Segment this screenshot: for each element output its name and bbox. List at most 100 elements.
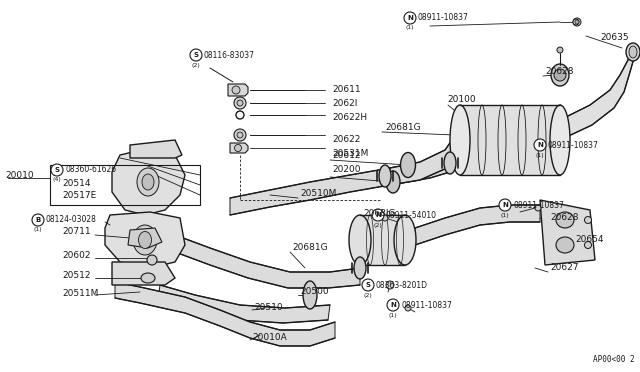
Circle shape bbox=[190, 49, 202, 61]
Circle shape bbox=[573, 19, 579, 25]
Polygon shape bbox=[112, 262, 175, 285]
Text: (4): (4) bbox=[52, 177, 61, 183]
Polygon shape bbox=[540, 200, 595, 265]
Text: 20511M: 20511M bbox=[62, 289, 99, 298]
Ellipse shape bbox=[450, 105, 470, 175]
Polygon shape bbox=[128, 228, 162, 248]
Text: (2): (2) bbox=[374, 222, 382, 228]
Text: 08911-10837: 08911-10837 bbox=[548, 141, 599, 150]
Circle shape bbox=[382, 215, 388, 221]
Text: 20517E: 20517E bbox=[62, 190, 96, 199]
Text: N: N bbox=[375, 212, 381, 218]
Ellipse shape bbox=[394, 215, 416, 265]
Text: 20627: 20627 bbox=[550, 263, 579, 273]
Polygon shape bbox=[158, 285, 330, 323]
Text: 20010: 20010 bbox=[5, 170, 34, 180]
Text: N: N bbox=[502, 202, 508, 208]
Text: 20622: 20622 bbox=[332, 135, 360, 144]
Ellipse shape bbox=[386, 171, 400, 193]
Text: 2062I: 2062I bbox=[332, 99, 357, 109]
Polygon shape bbox=[105, 212, 185, 268]
Text: (1): (1) bbox=[536, 153, 544, 157]
Bar bbox=[50, 165, 200, 205]
Ellipse shape bbox=[629, 46, 637, 58]
Text: 20681G: 20681G bbox=[292, 244, 328, 253]
Text: 20628: 20628 bbox=[545, 67, 573, 76]
Ellipse shape bbox=[556, 212, 574, 228]
Ellipse shape bbox=[137, 168, 159, 196]
Text: 20510M: 20510M bbox=[300, 189, 337, 198]
Polygon shape bbox=[115, 282, 335, 346]
Text: 20711: 20711 bbox=[62, 228, 91, 237]
Text: 20100: 20100 bbox=[447, 96, 476, 105]
Circle shape bbox=[584, 241, 591, 248]
Circle shape bbox=[147, 255, 157, 265]
Text: 20628: 20628 bbox=[550, 214, 579, 222]
Circle shape bbox=[405, 305, 411, 311]
Polygon shape bbox=[390, 140, 452, 185]
Ellipse shape bbox=[444, 152, 456, 174]
Text: 20514: 20514 bbox=[62, 179, 90, 187]
Text: (1): (1) bbox=[388, 312, 397, 317]
Circle shape bbox=[386, 281, 394, 289]
Ellipse shape bbox=[551, 64, 569, 86]
Text: 20602: 20602 bbox=[62, 251, 90, 260]
Ellipse shape bbox=[232, 86, 240, 94]
Polygon shape bbox=[175, 235, 360, 288]
Ellipse shape bbox=[234, 144, 241, 151]
Circle shape bbox=[499, 199, 511, 211]
Ellipse shape bbox=[234, 129, 246, 141]
Ellipse shape bbox=[379, 165, 391, 187]
Ellipse shape bbox=[550, 105, 570, 175]
Polygon shape bbox=[112, 148, 185, 215]
Text: 20622H: 20622H bbox=[332, 112, 367, 122]
Ellipse shape bbox=[234, 97, 246, 109]
Text: 08363-8201D: 08363-8201D bbox=[376, 280, 428, 289]
Circle shape bbox=[51, 164, 63, 176]
Circle shape bbox=[573, 18, 581, 26]
Text: 20681G: 20681G bbox=[385, 122, 420, 131]
Ellipse shape bbox=[626, 43, 640, 61]
Ellipse shape bbox=[142, 174, 154, 190]
Text: B: B bbox=[35, 217, 40, 223]
Text: (1): (1) bbox=[406, 26, 414, 31]
Text: N: N bbox=[407, 15, 413, 21]
Text: (1): (1) bbox=[34, 228, 42, 232]
Circle shape bbox=[372, 209, 384, 221]
Ellipse shape bbox=[237, 100, 243, 106]
Ellipse shape bbox=[556, 237, 574, 253]
Text: (2): (2) bbox=[364, 292, 372, 298]
Text: S: S bbox=[365, 282, 371, 288]
Text: 20500: 20500 bbox=[300, 288, 328, 296]
Ellipse shape bbox=[349, 215, 371, 265]
Text: (1): (1) bbox=[500, 212, 509, 218]
Text: 20200: 20200 bbox=[332, 166, 360, 174]
Polygon shape bbox=[230, 155, 450, 215]
Circle shape bbox=[557, 47, 563, 53]
Text: 08911-10837: 08911-10837 bbox=[513, 201, 564, 209]
Text: S: S bbox=[54, 167, 60, 173]
Text: 20635: 20635 bbox=[600, 33, 628, 42]
Text: 20531M: 20531M bbox=[332, 150, 369, 158]
Ellipse shape bbox=[133, 225, 157, 255]
Ellipse shape bbox=[401, 153, 415, 177]
Text: 2068IG: 2068IG bbox=[363, 209, 396, 218]
Text: 08116-83037: 08116-83037 bbox=[204, 51, 255, 60]
Text: 20510: 20510 bbox=[254, 304, 283, 312]
Polygon shape bbox=[230, 143, 248, 153]
Text: S: S bbox=[193, 52, 198, 58]
Polygon shape bbox=[460, 105, 560, 175]
Circle shape bbox=[535, 205, 541, 211]
Polygon shape bbox=[415, 205, 540, 245]
Ellipse shape bbox=[138, 231, 152, 248]
Ellipse shape bbox=[303, 281, 317, 309]
Polygon shape bbox=[228, 84, 248, 96]
Text: (2): (2) bbox=[191, 62, 200, 67]
Polygon shape bbox=[560, 48, 634, 140]
Circle shape bbox=[554, 69, 566, 81]
Ellipse shape bbox=[354, 257, 366, 279]
Polygon shape bbox=[360, 215, 405, 265]
Text: 20010A: 20010A bbox=[252, 333, 287, 341]
Circle shape bbox=[362, 279, 374, 291]
Text: N: N bbox=[537, 142, 543, 148]
